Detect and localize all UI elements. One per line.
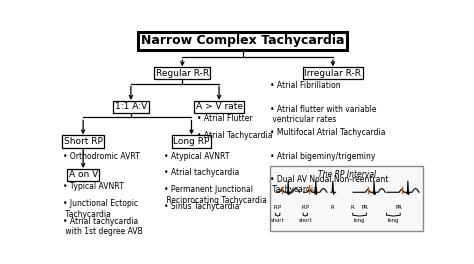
Text: R: R	[274, 205, 277, 210]
Text: • Dual AV Nodal Non-reentrant
 Tachycardia: • Dual AV Nodal Non-reentrant Tachycardi…	[271, 175, 389, 194]
Text: A > V rate: A > V rate	[196, 102, 243, 111]
Bar	[271, 166, 423, 231]
Text: • Atrial tachycardia: • Atrial tachycardia	[164, 168, 239, 177]
Text: R: R	[301, 205, 305, 210]
Text: • Atrial Fibrillation: • Atrial Fibrillation	[271, 82, 341, 91]
Text: • Atrial tachycardia
 with 1st degree AVB: • Atrial tachycardia with 1st degree AVB	[63, 217, 143, 236]
Text: • Atrial bigeminy/trigeminy: • Atrial bigeminy/trigeminy	[271, 152, 376, 161]
Text: • Atypical AVNRT: • Atypical AVNRT	[164, 152, 229, 161]
Text: • Junctional Ectopic
 Tachycardia: • Junctional Ectopic Tachycardia	[63, 199, 138, 219]
Text: PR: PR	[362, 205, 369, 210]
Text: • Multifocal Atrial Tachycardia: • Multifocal Atrial Tachycardia	[271, 128, 386, 137]
Text: Narrow Complex Tachycardia: Narrow Complex Tachycardia	[141, 34, 345, 47]
Text: A on V: A on V	[69, 171, 98, 180]
Text: long: long	[388, 218, 399, 223]
Text: Short RP: Short RP	[64, 137, 102, 146]
Text: • Sinus Tachycardia: • Sinus Tachycardia	[164, 202, 239, 211]
Text: short: short	[299, 218, 312, 223]
Text: • Permanent Junctional
 Reciprocating Tachycardia: • Permanent Junctional Reciprocating Tac…	[164, 185, 267, 205]
Text: The RP Interval: The RP Interval	[318, 170, 376, 179]
Text: • Atrial Flutter: • Atrial Flutter	[197, 114, 253, 123]
Text: • Orthodromic AVRT: • Orthodromic AVRT	[63, 152, 140, 161]
Text: • Typical AVNRT: • Typical AVNRT	[63, 182, 124, 191]
Text: R: R	[351, 205, 355, 210]
Text: P: P	[305, 205, 309, 210]
Text: short: short	[271, 218, 284, 223]
Text: Long RP: Long RP	[173, 137, 210, 146]
Text: 1:1 A:V: 1:1 A:V	[115, 102, 147, 111]
Text: long: long	[354, 218, 365, 223]
Text: R: R	[330, 205, 334, 210]
Text: • Atrial flutter with variable
 ventricular rates: • Atrial flutter with variable ventricul…	[271, 105, 377, 124]
Text: Regular R-R: Regular R-R	[156, 69, 209, 78]
Text: Irregular R-R: Irregular R-R	[304, 69, 362, 78]
Text: PR: PR	[396, 205, 402, 210]
Text: • Atrial Tachycardia: • Atrial Tachycardia	[197, 131, 273, 140]
Text: P: P	[278, 205, 281, 210]
